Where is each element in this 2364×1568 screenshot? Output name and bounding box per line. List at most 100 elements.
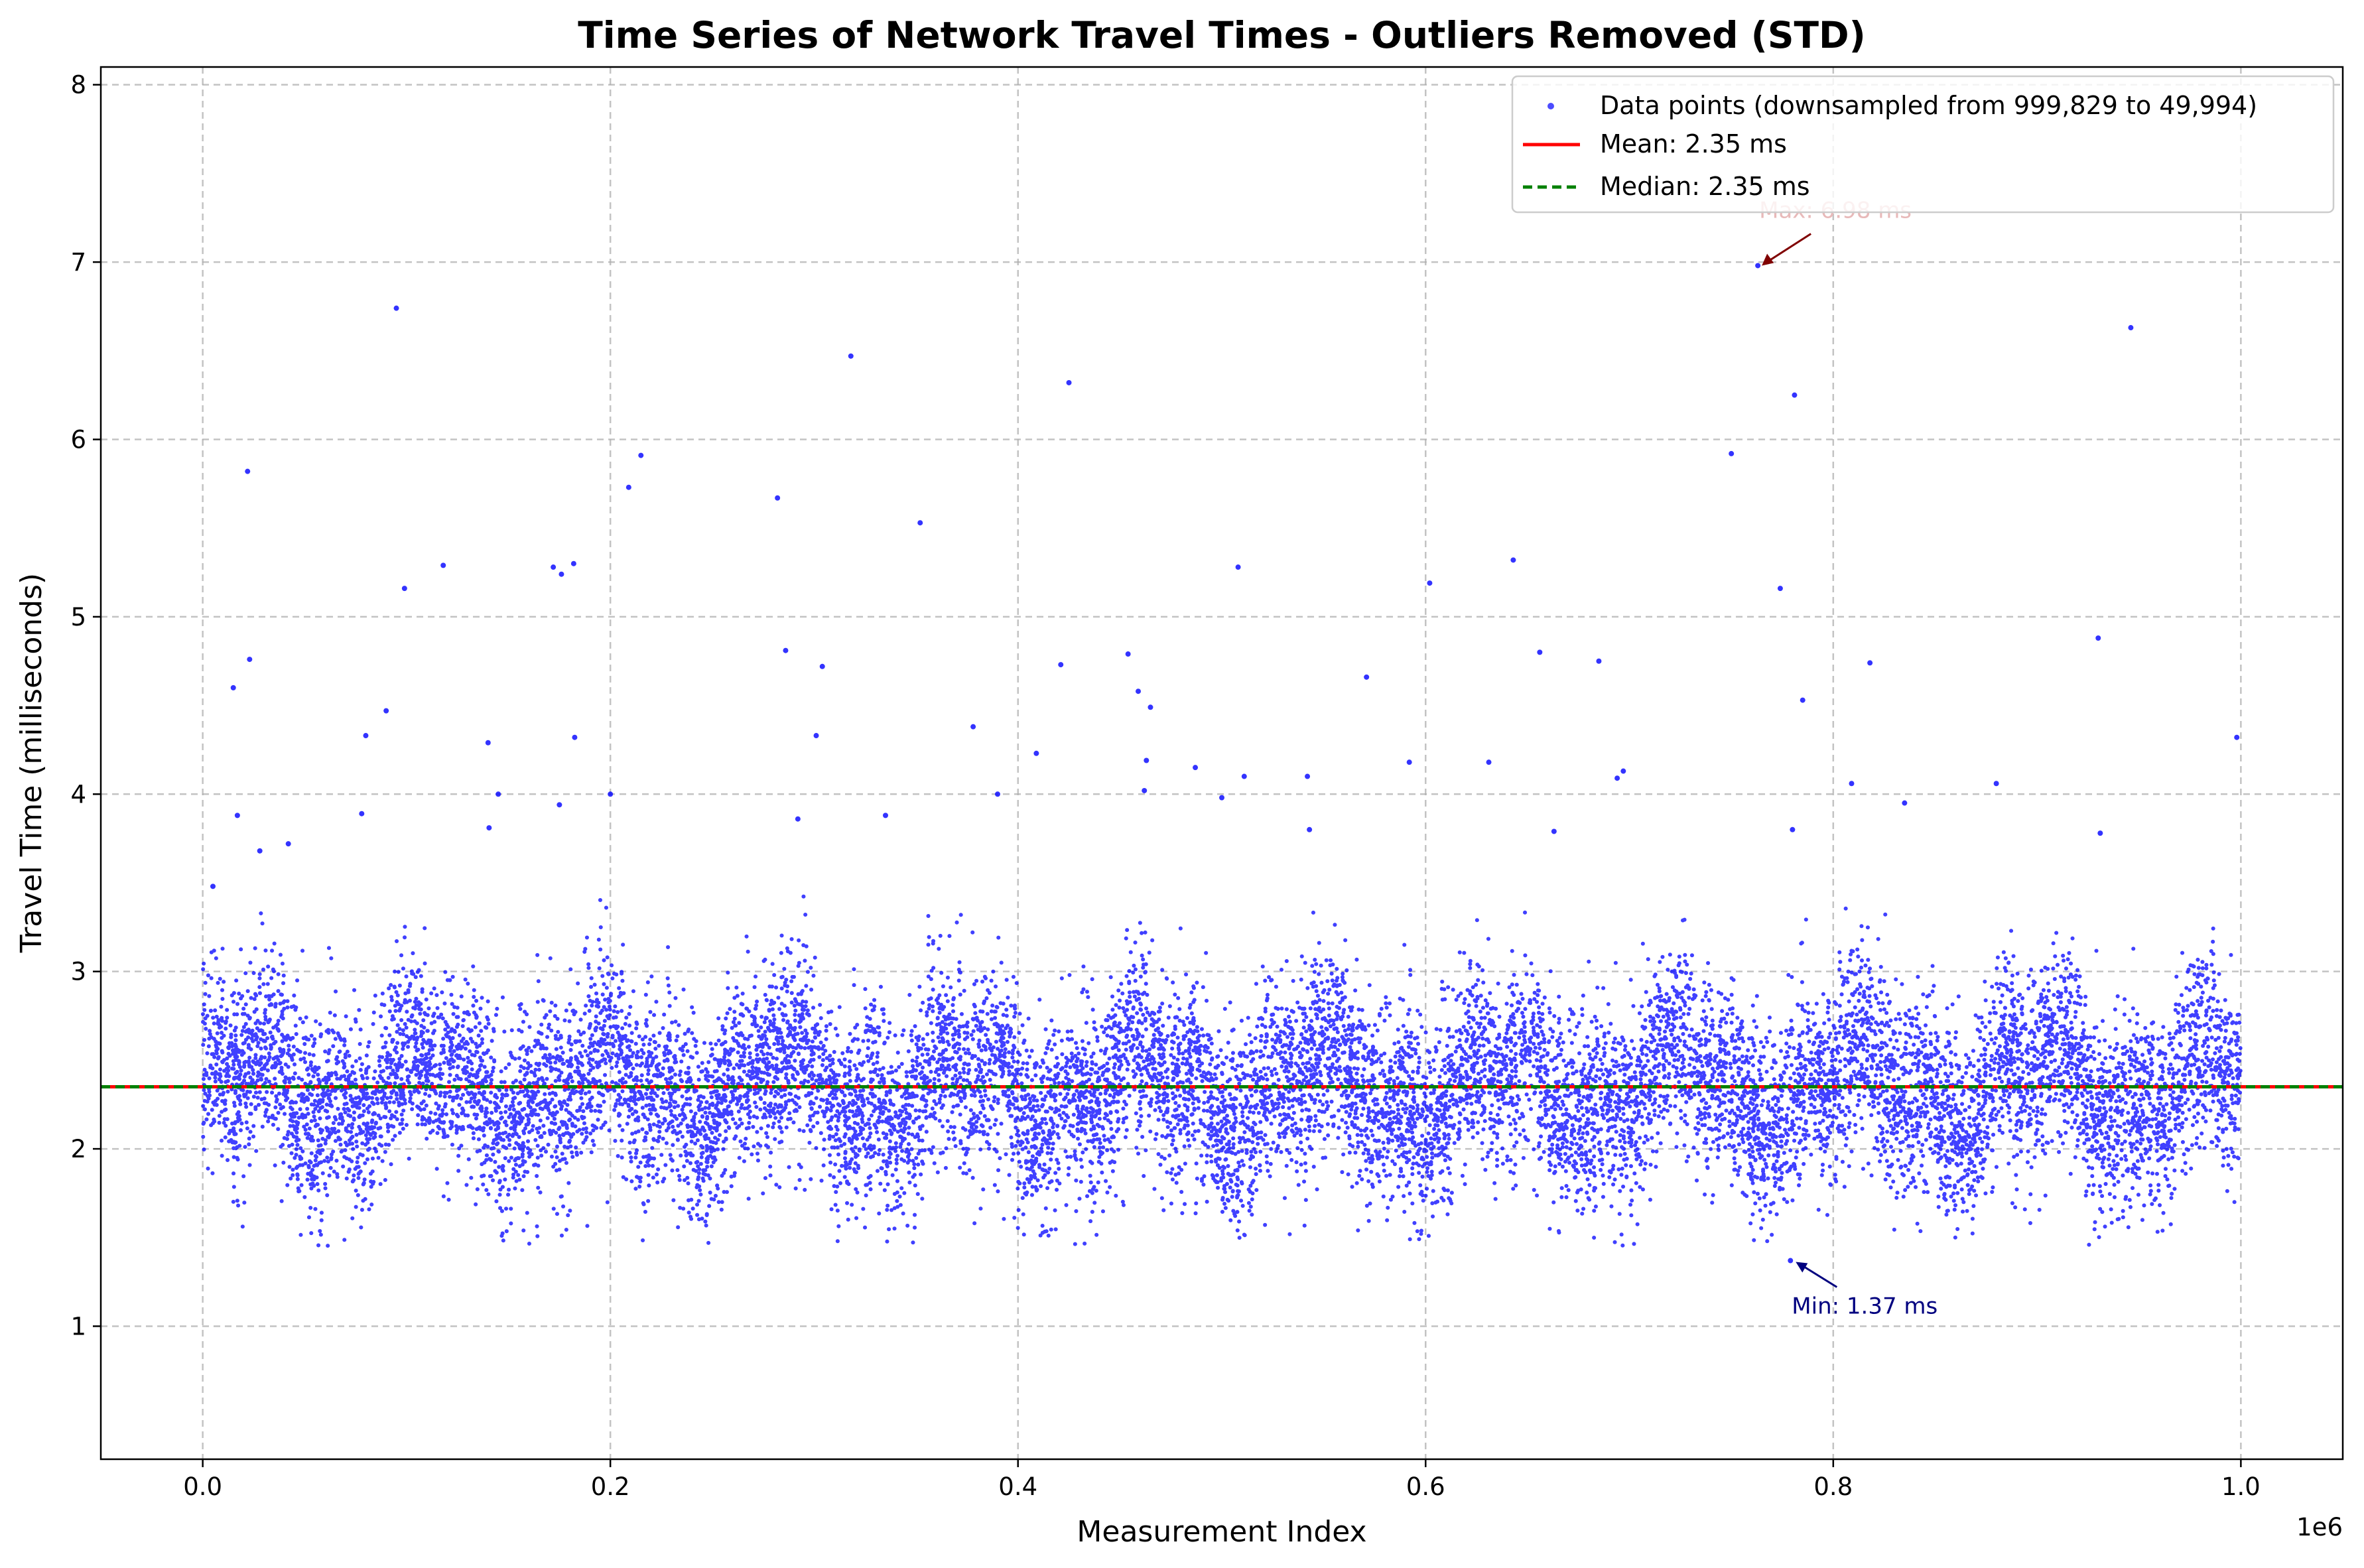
data-point xyxy=(285,841,291,847)
x-tick-label: 0.0 xyxy=(183,1472,222,1501)
max-annotation-arrowhead xyxy=(1762,253,1774,266)
data-point xyxy=(1849,781,1855,787)
data-point xyxy=(1364,674,1370,680)
data-point xyxy=(848,353,854,359)
min-annotation-label: Min: 1.37 ms xyxy=(1792,1293,1937,1320)
data-point xyxy=(1596,658,1602,664)
data-point xyxy=(1537,649,1543,655)
data-point xyxy=(917,520,923,526)
plot-frame xyxy=(99,66,2344,1461)
x-tick-label: 0.6 xyxy=(1406,1472,1445,1501)
data-point xyxy=(638,452,644,458)
data-point xyxy=(1148,704,1153,710)
data-point xyxy=(1142,787,1148,793)
data-point xyxy=(2095,635,2101,641)
data-point xyxy=(558,571,564,577)
data-point xyxy=(486,825,492,831)
data-point xyxy=(1993,781,1999,787)
data-point xyxy=(2097,830,2103,836)
y-tick-label: 6 xyxy=(70,426,86,454)
data-point xyxy=(1777,586,1783,592)
data-point xyxy=(557,802,562,808)
data-point xyxy=(775,495,781,501)
data-point xyxy=(1235,564,1241,570)
data-point xyxy=(1307,826,1313,832)
data-point xyxy=(1800,697,1806,703)
data-point xyxy=(1510,557,1516,563)
data-point xyxy=(1867,660,1873,666)
y-tick-label: 1 xyxy=(70,1312,86,1340)
data-point xyxy=(245,468,251,474)
y-tick-label: 4 xyxy=(70,780,86,809)
y-tick-label: 7 xyxy=(70,248,86,277)
data-point xyxy=(1729,450,1735,456)
data-point xyxy=(1620,768,1626,774)
y-tick-label: 8 xyxy=(70,71,86,99)
data-point xyxy=(795,816,801,822)
data-point xyxy=(1125,651,1131,657)
data-point xyxy=(1551,828,1557,834)
data-point xyxy=(570,560,576,566)
data-point xyxy=(572,734,578,740)
data-point xyxy=(1241,773,1247,779)
data-point xyxy=(230,685,236,690)
data-point xyxy=(1792,392,1798,398)
data-point xyxy=(440,562,446,568)
data-point xyxy=(1136,688,1142,694)
data-point xyxy=(1219,795,1224,801)
legend-box xyxy=(1511,75,2335,214)
data-point xyxy=(883,813,888,818)
data-point xyxy=(1144,757,1149,763)
min-annotation-arrowhead xyxy=(1796,1262,1808,1273)
data-point xyxy=(1406,759,1412,765)
data-point xyxy=(1614,775,1620,781)
legend: Data points (downsampled from 999,829 to… xyxy=(1511,75,2335,214)
data-point xyxy=(1058,662,1064,668)
x-axis-label: Measurement Index xyxy=(1077,1515,1366,1549)
data-point xyxy=(247,657,253,663)
data-point xyxy=(359,811,365,817)
x-tick-label: 1.0 xyxy=(2221,1472,2261,1501)
data-point xyxy=(995,791,1000,797)
legend-label-mean: Mean: 2.35 ms xyxy=(1600,129,1787,159)
data-point xyxy=(1902,800,1908,806)
legend-marker-data-points xyxy=(1547,103,1554,109)
max-annotation-arrow xyxy=(1764,233,1811,265)
data-point xyxy=(485,740,491,746)
data-point xyxy=(257,848,263,854)
data-point xyxy=(1305,773,1311,779)
data-point xyxy=(1427,580,1433,586)
data-point xyxy=(551,564,557,570)
data-point xyxy=(393,305,399,311)
y-tick-label: 5 xyxy=(70,603,86,631)
x-tick-label: 0.4 xyxy=(998,1472,1037,1501)
data-point xyxy=(383,708,389,714)
data-point xyxy=(210,883,216,889)
data-point xyxy=(495,791,501,797)
x-axis-offset-label: 1e6 xyxy=(2296,1513,2343,1541)
data-point xyxy=(1193,765,1199,771)
y-axis-label: Travel Time (milliseconds) xyxy=(15,573,48,953)
chart-title: Time Series of Network Travel Times - Ou… xyxy=(578,14,1866,56)
data-point xyxy=(2234,734,2240,740)
data-point xyxy=(625,484,631,490)
data-point xyxy=(363,733,369,739)
data-point xyxy=(1755,263,1761,269)
data-point xyxy=(234,813,240,818)
data-point xyxy=(401,586,407,592)
y-tick-label: 3 xyxy=(70,958,86,986)
data-point xyxy=(1066,379,1072,385)
data-point xyxy=(1033,750,1039,756)
y-tick-label: 2 xyxy=(70,1135,86,1163)
legend-label-median: Median: 2.35 ms xyxy=(1600,172,1810,201)
data-point xyxy=(970,724,976,730)
axis-ticks: 0.0 0.2 0.4 0.6 0.8 1.0 1 2 3 4 5 6 7 8 xyxy=(70,71,2260,1501)
legend-label-data-points: Data points (downsampled from 999,829 to… xyxy=(1600,91,2257,120)
data-point xyxy=(819,663,825,669)
data-point xyxy=(1486,759,1492,765)
data-point xyxy=(608,791,614,797)
x-tick-label: 0.2 xyxy=(591,1472,630,1501)
data-point xyxy=(2128,325,2134,331)
data-point xyxy=(783,647,789,653)
